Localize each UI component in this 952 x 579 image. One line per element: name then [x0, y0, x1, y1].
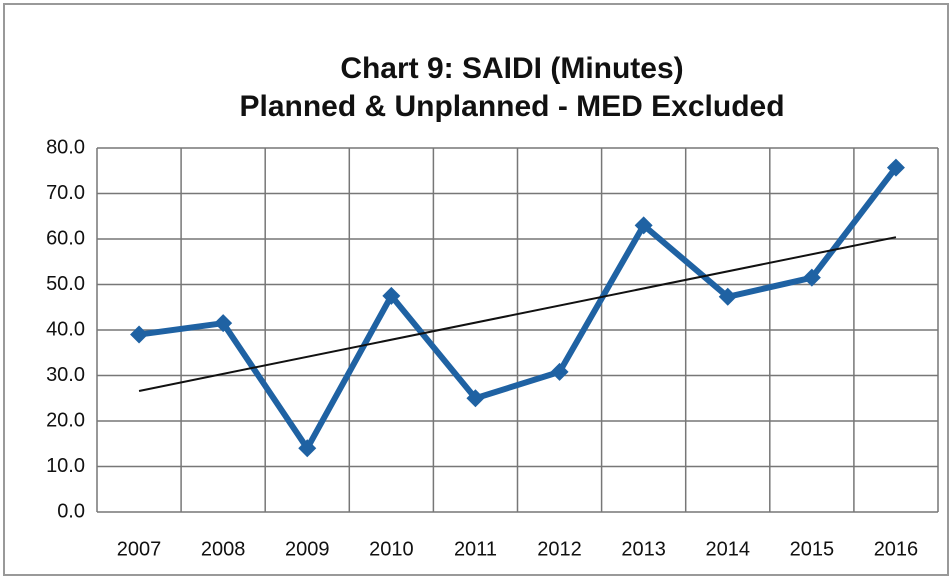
x-tick-label: 2013 [621, 538, 666, 560]
data-marker [886, 158, 905, 177]
y-tick-label: 20.0 [46, 409, 85, 431]
data-line [138, 165, 899, 452]
chart-border [3, 3, 949, 576]
x-tick-label: 2009 [285, 538, 330, 560]
x-tick-label: 2007 [117, 538, 162, 560]
y-tick-label: 0.0 [57, 500, 85, 522]
y-tick-label: 40.0 [46, 318, 85, 340]
x-tick-label: 2011 [454, 538, 497, 560]
data-marker [466, 389, 485, 408]
x-tick-label: 2008 [201, 538, 246, 560]
y-tick-label: 70.0 [46, 182, 85, 204]
data-marker [382, 286, 401, 305]
x-tick-label: 2012 [537, 538, 582, 560]
x-tick-label: 2016 [874, 538, 919, 560]
data-marker [550, 362, 569, 381]
trendline [138, 236, 897, 392]
chart-subtitle: Planned & Unplanned - MED Excluded [239, 90, 784, 123]
data-marker [802, 268, 821, 287]
data-marker [634, 216, 653, 235]
y-tick-label: 10.0 [46, 455, 85, 477]
y-tick-label: 60.0 [46, 227, 85, 249]
data-marker [718, 287, 737, 306]
x-tick-label: 2010 [369, 538, 414, 560]
data-marker [130, 325, 149, 344]
y-tick-label: 30.0 [46, 364, 85, 386]
y-tick-label: 50.0 [46, 273, 85, 295]
data-marker [298, 439, 317, 458]
x-tick-label: 2015 [790, 538, 835, 560]
x-tick-label: 2014 [706, 538, 751, 560]
data-marker [214, 314, 233, 333]
y-tick-label: 80.0 [46, 136, 85, 158]
chart-title: Chart 9: SAIDI (Minutes) [340, 52, 683, 85]
